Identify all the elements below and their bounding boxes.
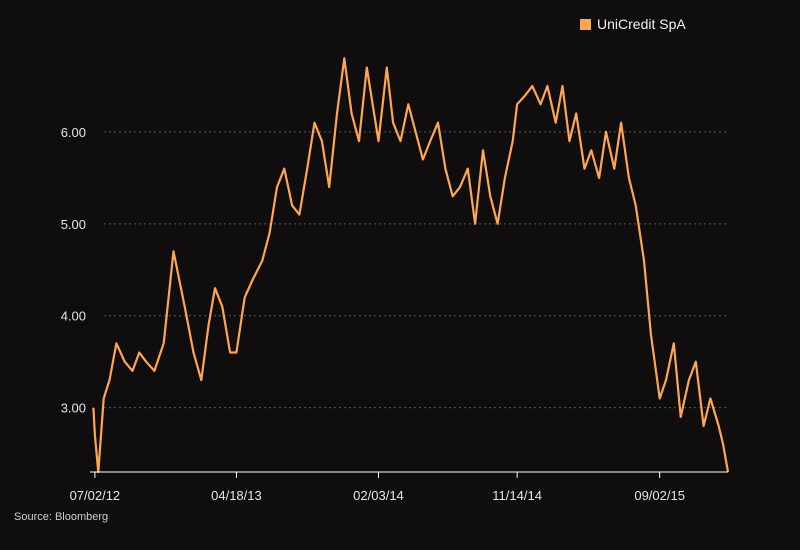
x-tick-label: 02/03/14 — [353, 488, 404, 503]
legend-swatch — [580, 18, 591, 30]
x-axis-ticks: 07/02/12 04/18/13 02/03/14 11/14/14 09/02/15 — [70, 472, 685, 503]
x-tick-label: 09/02/15 — [634, 488, 685, 503]
source-note: Source: Bloomberg — [14, 511, 109, 523]
y-tick-label: 4.00 — [61, 309, 86, 324]
x-tick-label: 07/02/12 — [70, 488, 121, 503]
y-axis-ticks: 3.00 4.00 5.00 6.00 — [61, 125, 86, 416]
legend: UniCredit SpA — [580, 16, 686, 32]
y-tick-label: 6.00 — [61, 125, 86, 140]
x-tick-label: 04/18/13 — [211, 488, 262, 503]
series-layer — [92, 57, 730, 474]
legend-label: UniCredit SpA — [597, 16, 686, 32]
series-line — [92, 57, 730, 474]
x-tick-label: 11/14/14 — [492, 488, 542, 503]
y-tick-label: 5.00 — [61, 217, 86, 232]
y-tick-label: 3.00 — [61, 401, 86, 416]
